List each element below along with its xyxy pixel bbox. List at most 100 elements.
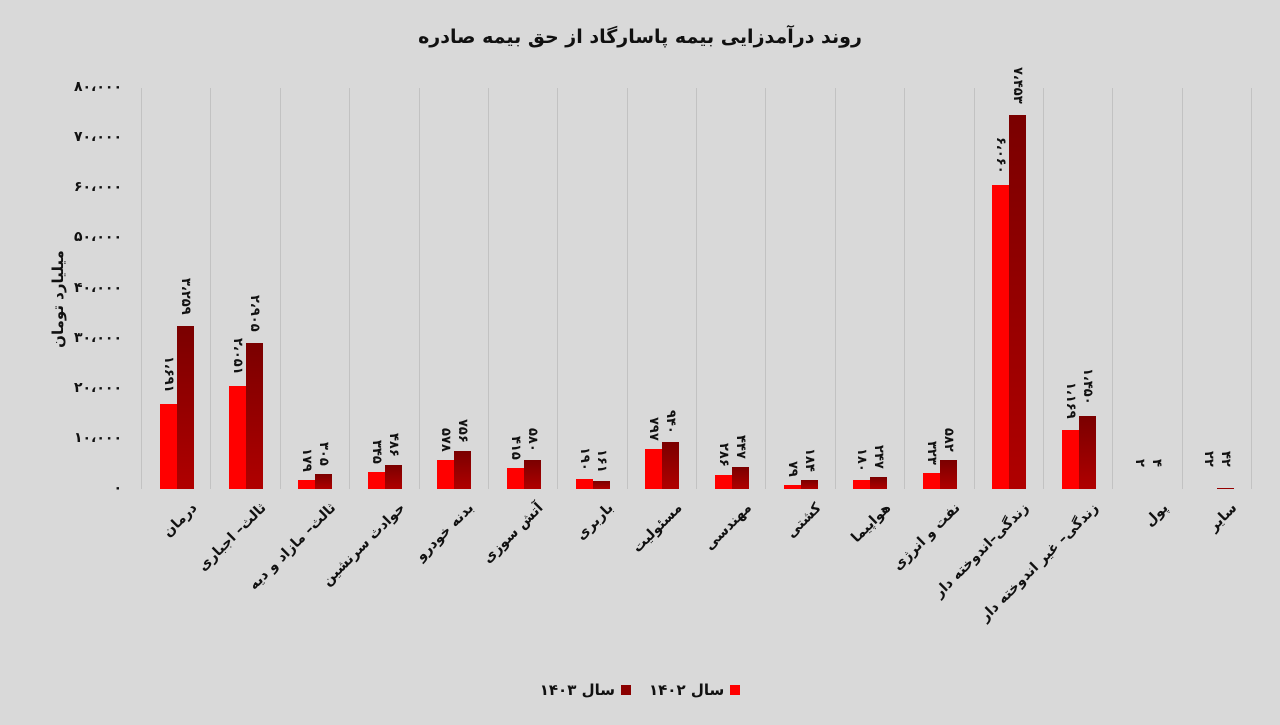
data-label: ۷۹۷ [646, 417, 662, 441]
bar-1402 [229, 386, 247, 489]
data-label: ۱۸۰ [854, 447, 870, 472]
data-label: ۲۴۷ [871, 444, 887, 469]
legend-swatch-1403 [621, 685, 631, 695]
x-tick-label: آتش سوزی [480, 500, 547, 567]
y-tick-label: ۷۰،۰۰۰ [73, 129, 122, 146]
y-tick-label: ۶۰،۰۰۰ [73, 179, 122, 196]
grid-line [696, 88, 697, 489]
x-tick-label: سایر [1205, 500, 1241, 535]
bar-1402 [784, 485, 802, 489]
y-tick-label: ۰ [113, 480, 122, 496]
grid-line [349, 88, 351, 489]
data-label: ۶،۰۶۰ [993, 137, 1009, 174]
y-tick-label: ۱۰،۰۰۰ [73, 429, 122, 446]
grid-line [210, 88, 212, 489]
bar-1402 [714, 474, 732, 489]
grid-line [557, 88, 559, 489]
legend-item-1403: سال ۱۴۰۳ [540, 681, 631, 699]
grid-line [418, 88, 420, 489]
y-tick-label: ۸۰،۰۰۰ [73, 79, 122, 95]
bar-1402 [298, 480, 316, 489]
y-tick-label: ۳۰،۰۰۰ [73, 329, 122, 346]
data-label: ۲۲ [1201, 451, 1217, 467]
bar-1403 [246, 343, 264, 489]
grid-line [765, 88, 767, 489]
legend-label-1402: سال ۱۴۰۲ [649, 681, 725, 699]
grid-line [834, 88, 836, 489]
data-label: ۷،۴۵۳ [1010, 67, 1026, 105]
bar-1403 [384, 464, 402, 489]
data-label: ۱،۱۶۹ [1062, 382, 1078, 420]
data-label: ۴۲ [1218, 451, 1234, 467]
chart-title: روند درآمدزایی بیمه پاسارگاد از حق بیمه … [418, 26, 862, 48]
data-label: ۳۰۵ [316, 441, 332, 466]
grid-line [1181, 88, 1183, 489]
legend-item-1402: سال ۱۴۰۲ [649, 681, 741, 699]
data-label: ۲،۰۵۱ [230, 338, 246, 375]
bar-1403 [870, 476, 888, 489]
data-label: ۷۹ [785, 461, 801, 477]
data-label: ۱۹۰ [576, 447, 592, 472]
x-tick-label: درمان [159, 500, 201, 541]
bar-1402 [367, 471, 385, 489]
data-label: ۴۸۶ [385, 432, 401, 457]
bar-1403 [1217, 487, 1235, 489]
data-label: ۹۴۰ [663, 409, 679, 434]
grid-line [1042, 88, 1044, 489]
x-tick-label: ثالث– اجباری [194, 500, 270, 575]
bar-1402 [853, 479, 871, 489]
bar-1402 [506, 468, 524, 489]
x-tick-label: باربری [572, 500, 617, 544]
data-label: ۱۷۹ [299, 448, 315, 472]
bar-1402 [992, 185, 1010, 489]
bar-1402 [1061, 430, 1079, 489]
data-label: ۵۸۲ [940, 427, 956, 452]
data-label: ۴۴۷ [732, 434, 748, 459]
x-tick-label: نفت و انرژی [889, 500, 964, 574]
data-label: ۲ [1131, 459, 1147, 467]
y-tick-label: ۵۰،۰۰۰ [73, 229, 122, 246]
grid-line [973, 88, 975, 489]
bar-1403 [1078, 416, 1096, 489]
data-label: ۱،۶۹۱ [160, 356, 176, 393]
bar-1403 [731, 466, 749, 489]
grid-line [279, 88, 281, 489]
bar-1402 [922, 472, 940, 489]
grid-line [1251, 88, 1252, 489]
bar-1403 [176, 325, 194, 489]
grid-line [904, 88, 906, 489]
data-label: ۵۷۸ [438, 428, 454, 452]
bar-1402 [575, 479, 593, 489]
legend-swatch-1402 [730, 685, 741, 695]
bar-1403 [1009, 115, 1027, 489]
y-tick-label: ۲۰،۰۰۰ [73, 379, 122, 396]
bar-1403 [315, 473, 333, 489]
data-label: ۳۲۳ [923, 440, 939, 465]
grid-line [1112, 88, 1114, 489]
grid-line [141, 88, 142, 489]
x-tick-label: زندگی– غیر اندوخته دار [977, 500, 1102, 625]
data-label: ۴۱۵ [507, 436, 523, 460]
bar-1402 [645, 449, 663, 489]
data-label: ۳۴۵ [368, 439, 384, 464]
data-label: ۱۸۴ [802, 447, 818, 472]
x-tick-label: مهندسی [701, 500, 756, 554]
data-label: ۱۶۱ [593, 448, 609, 473]
legend-label-1403: سال ۱۴۰۳ [539, 681, 615, 699]
data-label: ۳،۲۵۹ [177, 277, 193, 315]
data-label: ۴ [1148, 459, 1164, 467]
bar-1403 [801, 479, 819, 489]
y-tick-label: ۴۰،۰۰۰ [73, 279, 122, 296]
grid-line [487, 88, 489, 489]
x-tick-label: مسئولیت [629, 500, 686, 557]
x-tick-label: هواپیما [847, 500, 894, 546]
data-label: ۷۵۶ [455, 419, 471, 443]
grid-line [626, 88, 628, 489]
plot-area: ۱،۶۹۱ ۳،۲۵۹ ۲،۰۵۱ ۲،۹۰۵ ۱۷۹ ۳۰۵ ۳۴۵ ۴۸۶ ۵۷۸ ۷۵۶ ۴۱… [141, 67, 1252, 489]
bar-1403 [523, 459, 541, 489]
bar-1403 [454, 451, 472, 489]
bar-1403 [662, 441, 680, 489]
bar-1402 [159, 404, 177, 489]
x-tick-label: پول [1141, 500, 1172, 530]
legend: سال ۱۴۰۲ سال ۱۴۰۳ [0, 681, 1280, 699]
